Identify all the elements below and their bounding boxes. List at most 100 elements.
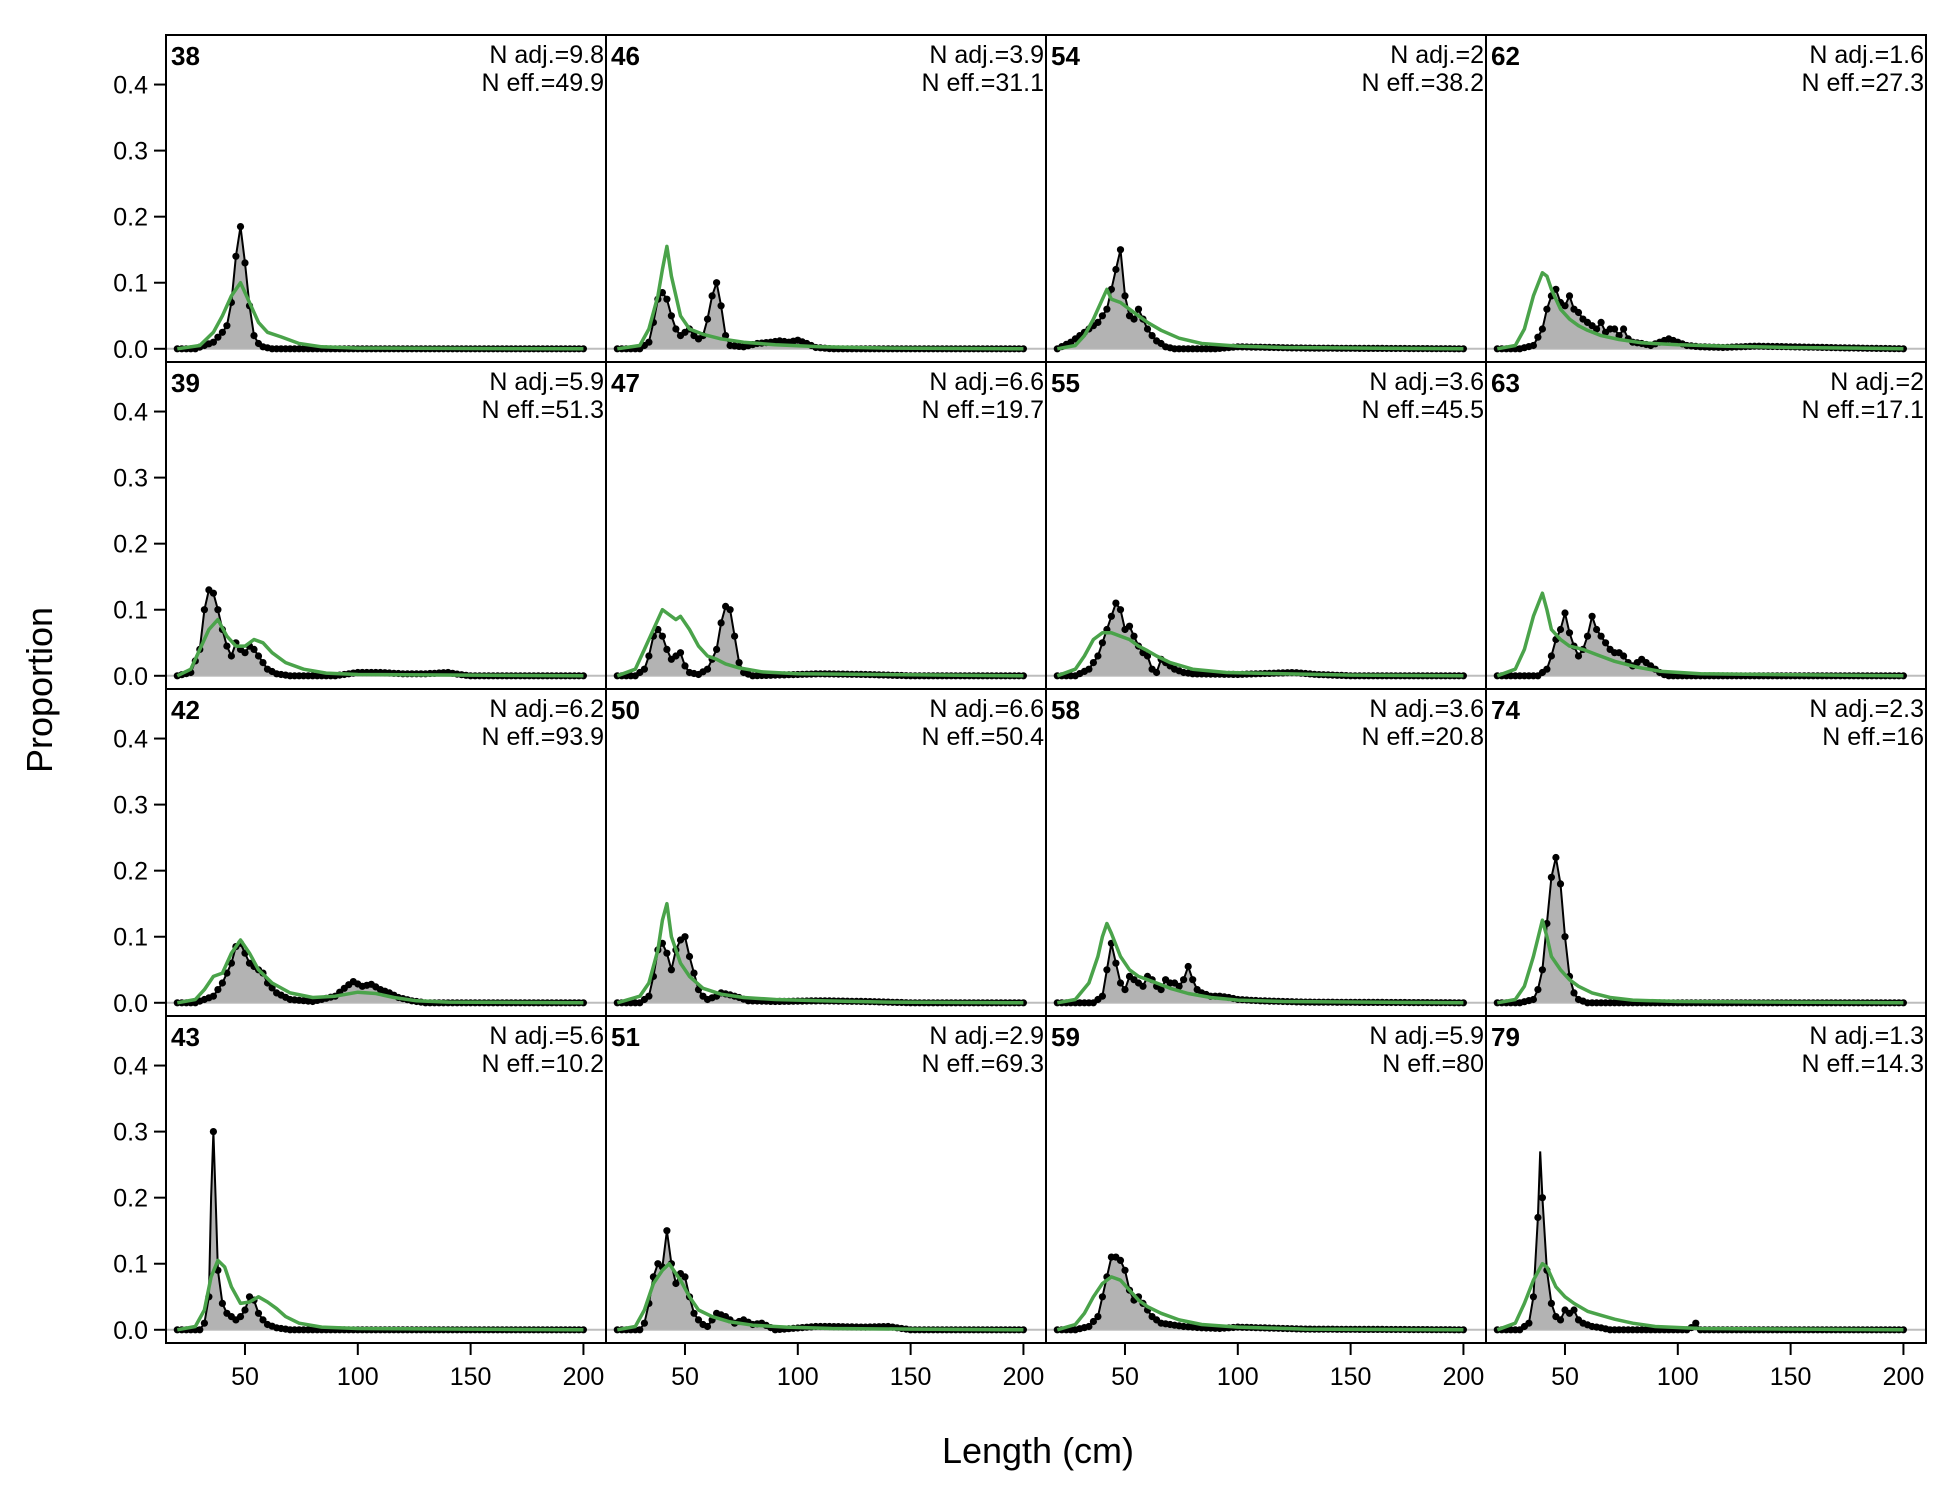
observed-point	[1189, 976, 1197, 984]
panel-id-label: 50	[611, 695, 640, 725]
expected-line	[616, 901, 1024, 1005]
observed-point	[636, 1326, 644, 1334]
n-adj-label: N adj.=2	[1390, 41, 1484, 69]
panel-id-label: 47	[611, 368, 640, 398]
observed-point	[658, 289, 666, 297]
x-tick-label: 100	[777, 1363, 819, 1391]
x-tick-label: 50	[1551, 1363, 1579, 1391]
observed-point	[1157, 986, 1165, 994]
x-tick-label: 200	[1883, 1363, 1925, 1391]
observed-point	[1620, 325, 1628, 333]
x-tick-label: 150	[450, 1363, 492, 1391]
y-tick-label: 0.1	[113, 597, 148, 625]
observed-point	[1116, 1256, 1125, 1264]
x-tick-label: 100	[1657, 1363, 1699, 1391]
panel-id-label: 46	[611, 41, 640, 71]
observed-point	[1085, 665, 1093, 673]
panel-border	[1485, 1015, 1927, 1344]
y-tick-label: 0.0	[113, 663, 148, 691]
panel-id-label: 63	[1491, 368, 1520, 398]
panel-46: 46 N adj.=3.9N eff.=31.1	[605, 34, 1047, 363]
observed-point	[209, 1128, 217, 1136]
x-tick-label: 50	[231, 1363, 259, 1391]
observed-point	[1116, 246, 1125, 254]
observed-point	[703, 1322, 712, 1331]
observed-point	[667, 966, 675, 974]
observed-point	[214, 333, 222, 341]
observed-point	[1180, 976, 1188, 984]
observed-point	[209, 992, 217, 1000]
observed-point	[579, 1326, 587, 1334]
observed-point	[713, 645, 721, 653]
observed-point	[1184, 962, 1192, 971]
x-tick-label: 200	[563, 1363, 605, 1391]
panel-id-label: 58	[1051, 695, 1080, 725]
observed-area	[177, 1131, 584, 1330]
observed-point	[1692, 1319, 1700, 1327]
observed-point	[1148, 332, 1156, 340]
y-tick-label: 0.4	[113, 399, 148, 427]
panel-id-label: 39	[171, 368, 200, 398]
observed-point	[1529, 995, 1537, 1004]
observed-point	[236, 1313, 245, 1321]
n-adj-label: N adj.=3.9	[929, 41, 1044, 69]
observed-point	[1561, 302, 1569, 310]
observed-point	[254, 652, 263, 660]
n-adj-label: N adj.=2.9	[929, 1022, 1044, 1050]
observed-point	[1121, 1266, 1129, 1274]
panel-id-label: 74	[1491, 695, 1520, 725]
x-tick-label: 200	[1443, 1363, 1485, 1391]
observed-area	[617, 606, 1024, 676]
observed-point	[1565, 292, 1574, 300]
observed-point	[209, 338, 217, 346]
observed-point	[694, 1316, 703, 1324]
observed-point	[1103, 966, 1111, 974]
n-eff-label: N eff.=38.2	[1361, 69, 1484, 97]
expected-line	[176, 938, 584, 1005]
n-adj-label: N adj.=9.8	[489, 41, 604, 69]
observed-point	[1459, 1326, 1467, 1334]
observed-point	[218, 1299, 226, 1307]
n-eff-label: N eff.=17.1	[1801, 396, 1924, 424]
observed-point	[1098, 1293, 1106, 1301]
y-tick-label: 0.0	[113, 990, 148, 1018]
observed-point	[1561, 609, 1569, 617]
n-eff-label: N eff.=49.9	[481, 69, 604, 97]
observed-point	[1112, 265, 1120, 274]
observed-point	[1593, 325, 1601, 333]
observed-point	[579, 672, 587, 680]
n-eff-label: N eff.=14.3	[1801, 1050, 1924, 1078]
observed-point	[1543, 665, 1551, 673]
y-tick-label: 0.4	[113, 72, 148, 100]
observed-point	[1019, 1326, 1027, 1334]
expected-line	[176, 617, 584, 678]
y-tick-label: 0.1	[113, 924, 148, 952]
observed-point	[708, 292, 716, 300]
observed-point	[223, 642, 231, 650]
observed-point	[703, 315, 712, 323]
n-adj-label: N adj.=1.6	[1809, 41, 1924, 69]
x-tick-label: 100	[1217, 1363, 1259, 1391]
observed-point	[1116, 979, 1125, 987]
observed-point	[1538, 325, 1546, 333]
n-adj-label: N adj.=6.2	[489, 695, 604, 723]
x-tick-label: 100	[337, 1363, 379, 1391]
observed-point	[663, 295, 671, 303]
observed-point	[1019, 672, 1027, 680]
n-eff-label: N eff.=16	[1822, 723, 1924, 751]
observed-point	[658, 632, 666, 640]
observed-point	[1899, 1326, 1907, 1334]
observed-point	[645, 992, 653, 1000]
observed-point	[703, 665, 712, 673]
observed-point	[1175, 982, 1183, 990]
panel-38: 38 N adj.=9.8N eff.=49.9	[165, 34, 607, 363]
n-adj-label: N adj.=1.3	[1809, 1022, 1924, 1050]
panel-id-label: 55	[1051, 368, 1080, 398]
observed-point	[1089, 1317, 1097, 1326]
observed-point	[645, 338, 653, 346]
panel-42: 42 N adj.=6.2N eff.=93.9	[165, 688, 607, 1017]
expected-line	[1056, 631, 1464, 678]
observed-area	[617, 1230, 1024, 1330]
observed-point	[1529, 1293, 1537, 1301]
observed-point	[1538, 1194, 1546, 1202]
